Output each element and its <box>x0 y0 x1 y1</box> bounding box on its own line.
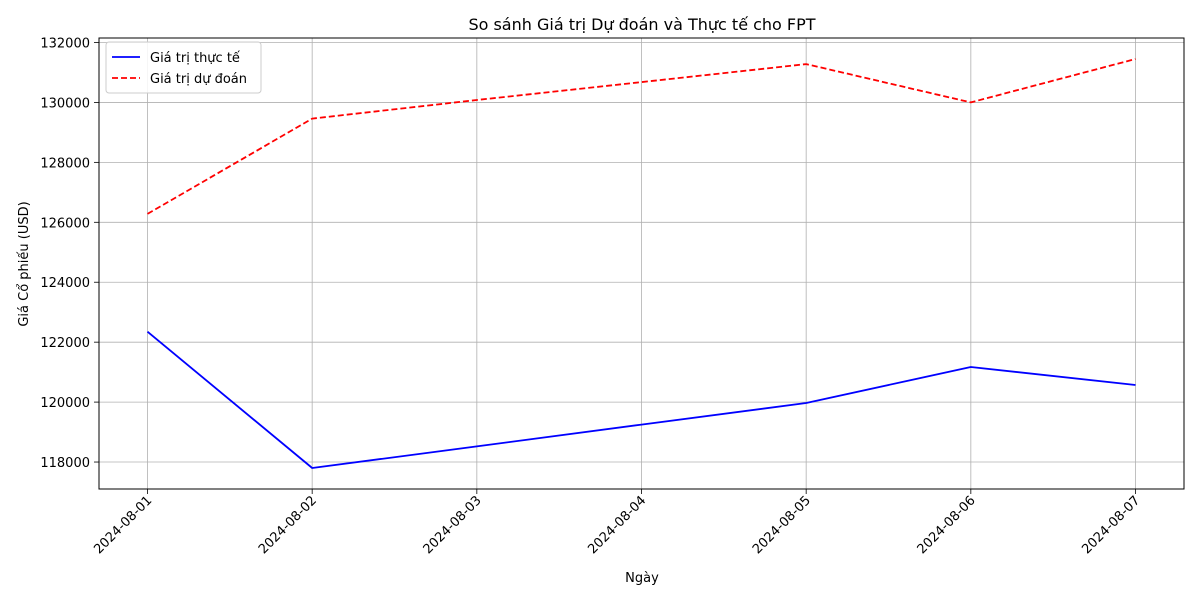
y-tick-label: 118000 <box>40 456 90 471</box>
legend-box <box>105 41 262 94</box>
x-tick-label: 2024-08-02 <box>256 493 320 557</box>
legend: Giá trị thực tế Giá trị dự đoán <box>105 41 262 94</box>
y-tick-label: 124000 <box>40 276 90 291</box>
y-tick-label: 132000 <box>40 36 90 51</box>
y-tick-label: 120000 <box>40 396 90 411</box>
y-tick-label: 128000 <box>40 156 90 171</box>
legend-label-actual: Giá trị thực tế <box>150 51 240 66</box>
x-tick-label: 2024-08-05 <box>750 493 814 557</box>
y-tick-label: 126000 <box>40 216 90 231</box>
y-axis-label: Giá Cổ phiếu (USD) <box>17 201 32 326</box>
x-tick-label: 2024-08-07 <box>1079 493 1143 557</box>
series-line-actual <box>146 331 1136 469</box>
x-axis-ticks: 2024-08-01 2024-08-02 2024-08-03 2024-08-04… <box>91 489 1143 557</box>
x-tick-label: 2024-08-04 <box>585 493 649 557</box>
legend-label-predicted: Giá trị dự đoán <box>150 72 247 87</box>
x-tick-label: 2024-08-03 <box>421 493 485 557</box>
y-tick-label: 122000 <box>40 336 90 351</box>
grid-lines <box>99 38 1184 489</box>
y-axis-ticks: 118000 120000 122000 124000 126000 128000 1300… <box>40 36 99 471</box>
x-axis-label: Ngày <box>625 571 659 586</box>
chart-title: So sánh Giá trị Dự đoán và Thực tế cho F… <box>468 15 815 34</box>
x-tick-label: 2024-08-01 <box>91 493 155 557</box>
series-group <box>146 58 1136 469</box>
x-tick-label: 2024-08-06 <box>915 493 979 557</box>
series-line-predicted <box>147 58 1136 215</box>
y-tick-label: 130000 <box>40 96 90 111</box>
